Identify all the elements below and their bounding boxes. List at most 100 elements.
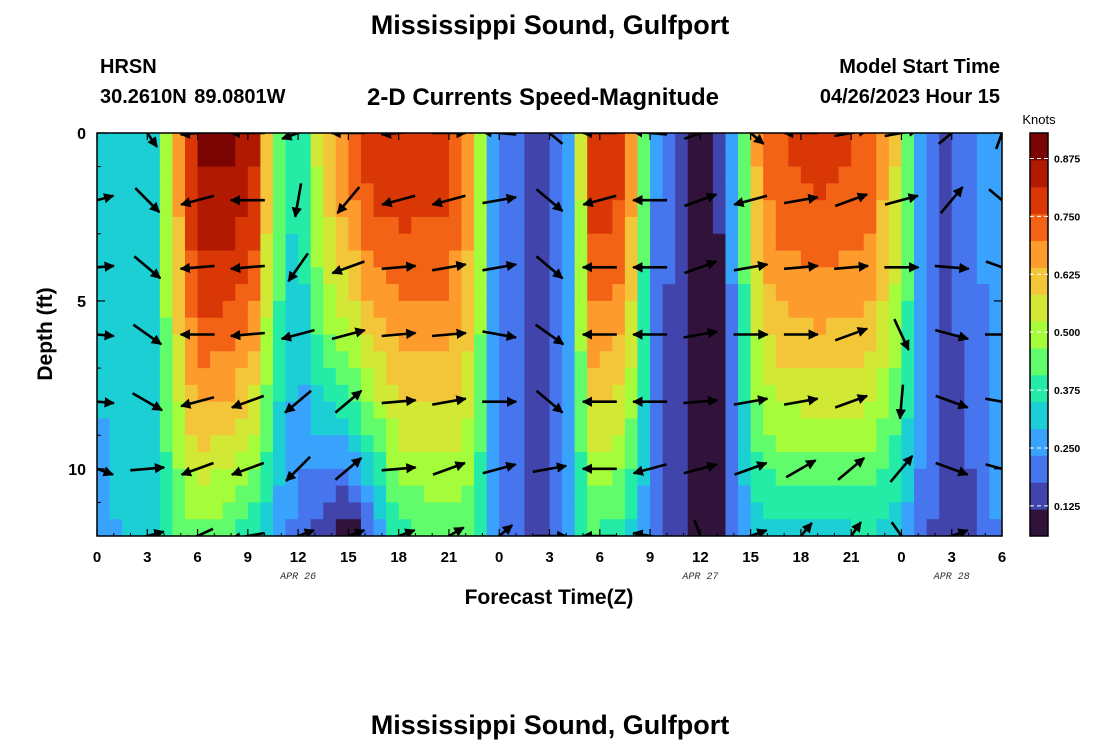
heatmap-cell bbox=[285, 300, 299, 319]
heatmap-cell bbox=[813, 351, 827, 369]
heatmap-cell bbox=[398, 267, 412, 285]
x-tick-label: 9 bbox=[646, 549, 654, 566]
heatmap-cell bbox=[976, 284, 991, 302]
heatmap-cell bbox=[499, 284, 513, 302]
y-tick-label: 0 bbox=[77, 126, 86, 143]
heatmap-cell bbox=[235, 250, 249, 268]
x-tick-label: 18 bbox=[793, 549, 810, 566]
current-vector bbox=[229, 329, 265, 341]
heatmap-cell bbox=[926, 250, 940, 268]
heatmap-cell bbox=[624, 183, 639, 201]
heatmap-cell bbox=[725, 284, 739, 302]
heatmap-cell bbox=[109, 418, 123, 436]
heatmap-cell bbox=[687, 401, 701, 420]
heatmap-cell bbox=[687, 452, 701, 470]
heatmap-cell bbox=[712, 401, 727, 420]
heatmap-cell bbox=[976, 519, 991, 536]
heatmap-cell bbox=[285, 233, 299, 252]
heatmap-cell bbox=[323, 233, 337, 252]
heatmap-cell bbox=[323, 485, 337, 504]
heatmap-cell bbox=[662, 384, 676, 403]
heatmap-cell bbox=[310, 284, 324, 302]
heatmap-cell bbox=[147, 149, 161, 168]
heatmap-cell bbox=[800, 300, 815, 319]
heatmap-cell bbox=[461, 166, 475, 184]
heatmap-cell bbox=[574, 401, 588, 420]
heatmap-cell bbox=[222, 468, 236, 487]
heatmap-cell bbox=[147, 384, 161, 403]
heatmap-cell bbox=[637, 401, 651, 420]
heatmap-cell bbox=[863, 435, 877, 453]
heatmap-cell bbox=[926, 334, 940, 352]
current-vector bbox=[889, 454, 914, 483]
heatmap-cell bbox=[235, 284, 249, 302]
heatmap-cell bbox=[838, 502, 852, 520]
current-vector bbox=[431, 328, 467, 340]
heatmap-cell bbox=[876, 317, 890, 336]
current-vector bbox=[284, 389, 312, 414]
heatmap-cell bbox=[549, 502, 563, 520]
heatmap-cell bbox=[285, 183, 299, 201]
heatmap-cell bbox=[901, 200, 915, 218]
heatmap-cell bbox=[813, 519, 827, 536]
station-coordinates: 30.2610N 89.0801W bbox=[100, 86, 286, 108]
heatmap-cell bbox=[926, 300, 940, 319]
heatmap-cell bbox=[524, 183, 538, 201]
heatmap-cell bbox=[826, 384, 840, 403]
heatmap-cell bbox=[184, 519, 199, 536]
heatmap-cell bbox=[272, 233, 287, 252]
heatmap-cell bbox=[813, 300, 827, 319]
heatmap-cell bbox=[159, 200, 174, 218]
x-tick-label: 0 bbox=[93, 549, 101, 566]
heatmap-cell bbox=[851, 267, 865, 285]
heatmap-cell bbox=[122, 384, 136, 403]
heatmap-cell bbox=[436, 452, 450, 470]
heatmap-cell bbox=[775, 502, 789, 520]
heatmap-cell bbox=[360, 317, 375, 336]
current-vector bbox=[134, 187, 161, 214]
heatmap-cell bbox=[888, 183, 903, 201]
heatmap-cell bbox=[775, 452, 789, 470]
current-vector bbox=[834, 133, 869, 138]
heatmap-cell bbox=[122, 216, 136, 235]
heatmap-cell bbox=[235, 485, 249, 504]
heatmap-cell bbox=[624, 452, 639, 470]
heatmap-cell bbox=[524, 485, 538, 504]
heatmap-cell bbox=[712, 435, 727, 453]
heatmap-cell bbox=[97, 502, 111, 520]
heatmap-cell bbox=[964, 300, 978, 319]
heatmap-cell bbox=[310, 149, 324, 168]
x-tick-label: 0 bbox=[495, 549, 503, 566]
heatmap-cell bbox=[235, 267, 249, 285]
heatmap-cell bbox=[624, 485, 639, 504]
heatmap-cell bbox=[348, 300, 362, 319]
heatmap-cell bbox=[712, 183, 727, 201]
heatmap-cell bbox=[675, 368, 689, 386]
heatmap-cell bbox=[335, 384, 349, 403]
heatmap-cell bbox=[662, 351, 676, 369]
heatmap-cell bbox=[650, 133, 664, 151]
heatmap-cell bbox=[247, 233, 261, 252]
heatmap-cell bbox=[247, 502, 261, 520]
heatmap-cell bbox=[536, 284, 551, 302]
heatmap-cell bbox=[373, 435, 387, 453]
heatmap-cell bbox=[989, 233, 1002, 252]
heatmap-cell bbox=[159, 317, 174, 336]
heatmap-cell bbox=[951, 216, 965, 235]
heatmap-cell bbox=[725, 384, 739, 403]
heatmap-cell bbox=[310, 200, 324, 218]
heatmap-cell bbox=[976, 368, 991, 386]
heatmap-cell bbox=[310, 502, 324, 520]
heatmap-cell bbox=[888, 200, 903, 218]
heatmap-cell bbox=[725, 418, 739, 436]
heatmap-cell bbox=[247, 368, 261, 386]
heatmap-cell bbox=[650, 149, 664, 168]
heatmap-cell bbox=[159, 401, 174, 420]
heatmap-cell bbox=[486, 166, 500, 184]
heatmap-cell bbox=[97, 334, 111, 352]
heatmap-cell bbox=[624, 216, 639, 235]
heatmap-cell bbox=[914, 133, 928, 151]
heatmap-cell bbox=[800, 284, 815, 302]
heatmap-cell bbox=[536, 485, 551, 504]
heatmap-cell bbox=[989, 149, 1002, 168]
